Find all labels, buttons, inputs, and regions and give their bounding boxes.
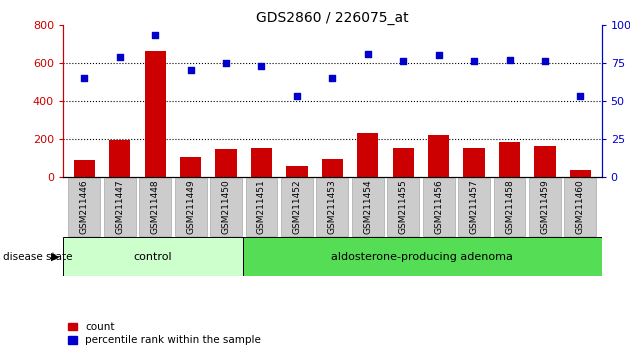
Point [292,93,302,99]
Point [505,57,515,63]
Text: GSM211446: GSM211446 [80,180,89,234]
Text: control: control [134,252,172,262]
Bar [529,178,561,236]
Bar [570,170,591,177]
Text: GDS2860 / 226075_at: GDS2860 / 226075_at [256,11,409,25]
Bar [104,178,135,236]
Text: GSM211454: GSM211454 [364,180,372,234]
Bar [316,178,348,236]
Point [221,60,231,66]
Point [328,75,338,81]
Text: GSM211460: GSM211460 [576,180,585,234]
Bar [63,237,243,276]
Bar [144,51,166,177]
Text: GSM211456: GSM211456 [434,180,443,234]
Bar [68,178,100,236]
Bar [251,148,272,177]
Bar [564,178,597,236]
Point [398,58,408,64]
Bar [243,237,602,276]
Bar [175,178,207,236]
Text: GSM211453: GSM211453 [328,180,337,234]
Bar [493,178,525,236]
Point [79,75,89,81]
Text: GSM211450: GSM211450 [222,180,231,234]
Point [185,68,195,73]
Bar [109,140,130,177]
Text: GSM211448: GSM211448 [151,180,159,234]
Bar [352,178,384,236]
Legend: count, percentile rank within the sample: count, percentile rank within the sample [68,322,261,345]
Text: GSM211451: GSM211451 [257,180,266,234]
Text: GSM211452: GSM211452 [292,180,301,234]
Bar [357,133,379,177]
Point [256,63,266,69]
Point [150,33,160,38]
Text: disease state: disease state [3,252,72,262]
Bar [428,135,449,177]
Point [575,93,585,99]
Text: GSM211447: GSM211447 [115,180,124,234]
Bar [286,166,307,177]
Text: GSM211457: GSM211457 [469,180,479,234]
Bar [246,178,277,236]
Point [363,51,373,57]
Bar [180,157,201,177]
Bar [387,178,419,236]
Bar [139,178,171,236]
Point [540,58,550,64]
Bar [215,149,237,177]
Bar [458,178,490,236]
Point [433,52,444,58]
Bar [392,148,414,177]
Text: GSM211458: GSM211458 [505,180,514,234]
Text: ▶: ▶ [52,252,60,262]
Text: GSM211459: GSM211459 [541,180,549,234]
Text: GSM211449: GSM211449 [186,180,195,234]
Bar [210,178,242,236]
Bar [423,178,455,236]
Bar [534,145,556,177]
Text: GSM211455: GSM211455 [399,180,408,234]
Bar [464,148,484,177]
Bar [74,160,95,177]
Bar [322,159,343,177]
Bar [281,178,313,236]
Bar [499,142,520,177]
Text: aldosterone-producing adenoma: aldosterone-producing adenoma [331,252,513,262]
Point [469,58,479,64]
Point [115,54,125,59]
